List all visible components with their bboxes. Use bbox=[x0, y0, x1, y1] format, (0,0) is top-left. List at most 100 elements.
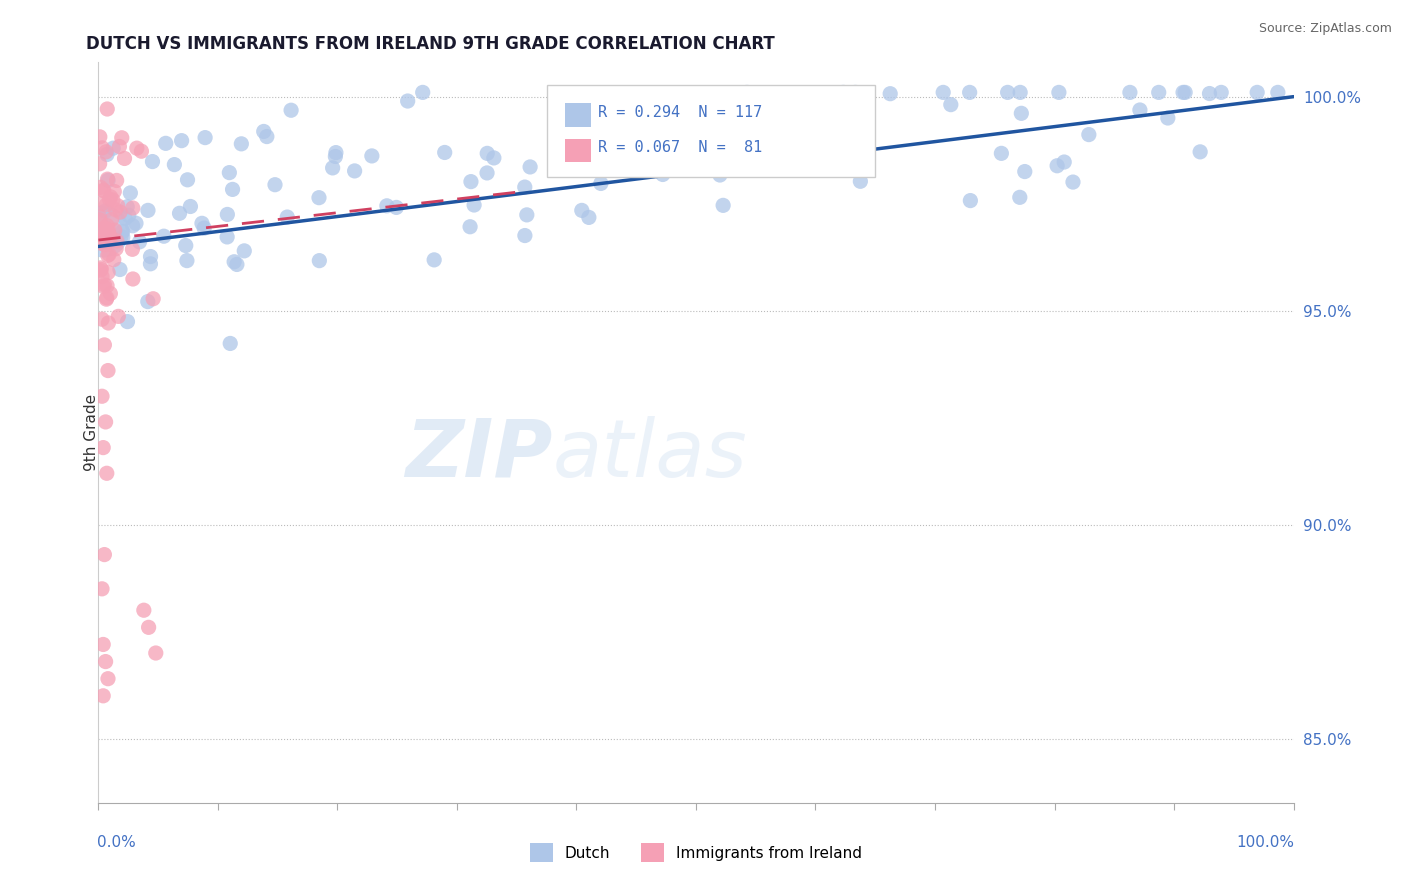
Point bbox=[104, 202, 127, 217]
Point bbox=[94, 235, 117, 250]
Point bbox=[385, 201, 408, 215]
Point bbox=[89, 210, 111, 224]
Point bbox=[433, 145, 456, 160]
Point bbox=[343, 164, 366, 178]
Point bbox=[96, 225, 118, 239]
Point bbox=[114, 152, 136, 166]
Point bbox=[91, 689, 114, 703]
Text: R = 0.067  N =  81: R = 0.067 N = 81 bbox=[598, 140, 762, 155]
Point bbox=[96, 147, 118, 161]
Bar bbox=[565, 103, 591, 127]
Point bbox=[879, 87, 901, 101]
Point bbox=[91, 312, 114, 326]
Point bbox=[276, 210, 298, 224]
Point bbox=[121, 219, 143, 233]
Point bbox=[142, 292, 165, 306]
Point bbox=[179, 199, 201, 213]
Point bbox=[169, 206, 191, 220]
Point bbox=[93, 222, 115, 236]
Point bbox=[801, 160, 824, 174]
Point bbox=[153, 229, 176, 244]
Point bbox=[105, 173, 128, 187]
Point bbox=[97, 265, 120, 279]
Point bbox=[325, 145, 347, 160]
Point bbox=[90, 262, 112, 277]
Point bbox=[1010, 86, 1032, 100]
Point bbox=[711, 198, 734, 212]
Point bbox=[136, 203, 159, 218]
Point bbox=[463, 198, 485, 212]
Point bbox=[94, 145, 117, 159]
Point bbox=[93, 277, 115, 292]
Point bbox=[1129, 103, 1152, 117]
Point bbox=[89, 212, 111, 227]
Text: R = 0.294  N = 117: R = 0.294 N = 117 bbox=[598, 104, 762, 120]
Point bbox=[136, 294, 159, 309]
Point bbox=[264, 178, 287, 192]
Point bbox=[96, 291, 118, 305]
Point bbox=[101, 193, 124, 207]
Point bbox=[513, 180, 536, 194]
Point bbox=[91, 441, 114, 455]
Point bbox=[174, 238, 197, 252]
Point bbox=[1046, 159, 1069, 173]
Point bbox=[997, 86, 1019, 100]
Point bbox=[97, 672, 120, 686]
Point bbox=[589, 177, 612, 191]
Point bbox=[108, 205, 131, 219]
Point bbox=[1198, 87, 1220, 101]
Point bbox=[1010, 106, 1032, 120]
Point bbox=[91, 237, 114, 252]
Point bbox=[1014, 164, 1036, 178]
Point bbox=[91, 637, 114, 651]
Point bbox=[932, 86, 955, 100]
Point bbox=[89, 157, 111, 171]
Point bbox=[458, 219, 481, 234]
Point bbox=[89, 129, 111, 144]
Point bbox=[108, 262, 131, 277]
Point bbox=[849, 174, 872, 188]
Point bbox=[959, 86, 981, 100]
Point bbox=[89, 264, 111, 278]
Point bbox=[125, 216, 148, 230]
Point bbox=[219, 336, 242, 351]
Point bbox=[217, 207, 239, 221]
Point bbox=[114, 211, 136, 226]
Point bbox=[375, 199, 398, 213]
Text: 100.0%: 100.0% bbox=[1237, 835, 1295, 850]
Point bbox=[231, 136, 253, 151]
Point bbox=[598, 111, 620, 125]
Legend: Dutch, Immigrants from Ireland: Dutch, Immigrants from Ireland bbox=[530, 843, 862, 862]
Point bbox=[98, 286, 122, 301]
Point bbox=[571, 203, 593, 218]
Point bbox=[990, 146, 1012, 161]
Text: ZIP: ZIP bbox=[405, 416, 553, 494]
Point bbox=[848, 96, 870, 111]
Point bbox=[105, 234, 128, 248]
Point bbox=[89, 233, 111, 247]
Point bbox=[325, 149, 347, 163]
Point bbox=[96, 219, 118, 233]
Point bbox=[1008, 190, 1031, 204]
Point bbox=[96, 292, 118, 306]
Point bbox=[111, 130, 134, 145]
Point bbox=[117, 315, 139, 329]
Point bbox=[93, 184, 115, 198]
Point bbox=[131, 145, 153, 159]
Point bbox=[1053, 155, 1076, 169]
Point bbox=[176, 253, 198, 268]
Point bbox=[91, 269, 114, 284]
Point bbox=[423, 252, 446, 267]
Point bbox=[1119, 86, 1142, 100]
Point bbox=[89, 180, 111, 194]
Point bbox=[98, 192, 121, 206]
Bar bbox=[565, 138, 591, 162]
Point bbox=[221, 182, 243, 196]
Point bbox=[360, 149, 382, 163]
Text: Source: ZipAtlas.com: Source: ZipAtlas.com bbox=[1258, 22, 1392, 36]
Point bbox=[1267, 86, 1289, 100]
Point bbox=[1174, 86, 1197, 100]
Point bbox=[308, 191, 330, 205]
Point bbox=[695, 111, 717, 125]
Point bbox=[758, 139, 780, 153]
